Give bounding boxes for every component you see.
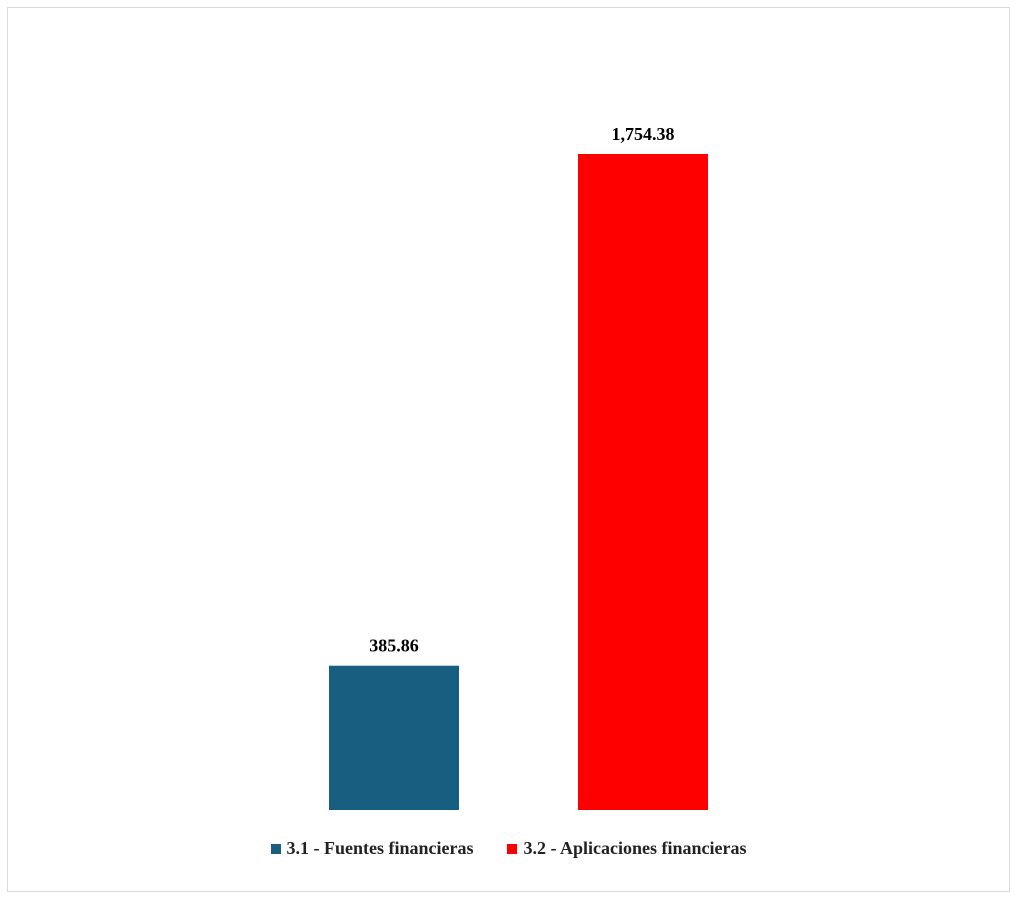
chart-area bbox=[7, 7, 1010, 892]
data-label-fuentes: 385.86 bbox=[369, 636, 419, 656]
bar-aplicaciones bbox=[578, 154, 708, 810]
legend-label-aplicaciones: 3.2 - Aplicaciones financieras bbox=[523, 838, 747, 858]
legend-item-aplicaciones: 3.2 - Aplicaciones financieras bbox=[507, 838, 746, 859]
legend-item-fuentes: 3.1 - Fuentes financieras bbox=[270, 838, 474, 859]
legend: 3.1 - Fuentes financieras 3.2 - Aplicaci… bbox=[0, 838, 1017, 859]
legend-swatch-aplicaciones bbox=[507, 843, 518, 854]
bar-fuentes bbox=[329, 665, 459, 810]
legend-swatch-fuentes bbox=[270, 843, 281, 854]
data-label-aplicaciones: 1,754.38 bbox=[612, 124, 675, 144]
legend-label-fuentes: 3.1 - Fuentes financieras bbox=[286, 838, 474, 858]
